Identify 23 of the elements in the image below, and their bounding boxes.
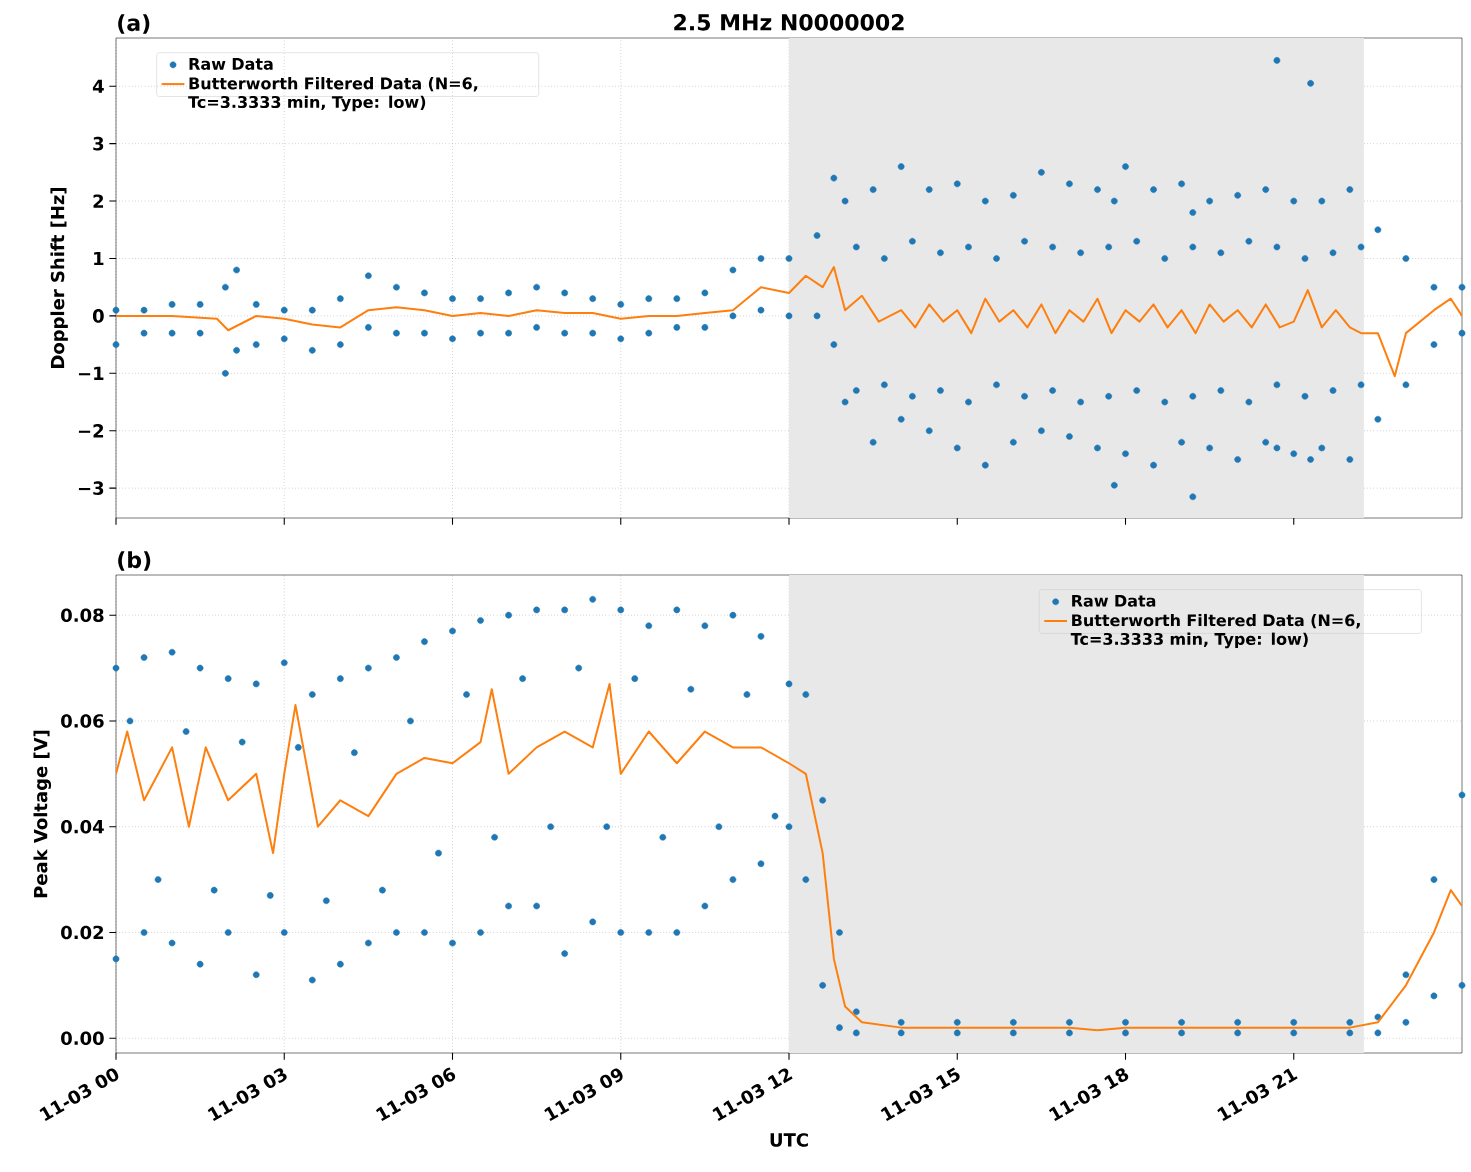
y-axis-title: Doppler Shift [Hz]	[50, 187, 68, 368]
text: (a)	[118, 14, 150, 34]
legend-label: Butterworth Filtered Data (N=6, Tc=3.3333 min, Type: low)	[188, 77, 478, 112]
y-tick-label: 0.00	[61, 1031, 104, 1046]
legend-label: Raw Data	[1072, 594, 1156, 607]
y-tick-label: 2	[93, 194, 104, 208]
y-tick-label: 1	[94, 251, 104, 266]
text: (b)	[118, 551, 151, 571]
y-tick-label: 0.04	[61, 819, 104, 834]
legend-label: Raw Data	[189, 58, 273, 70]
y-tick-label: 0.02	[61, 925, 104, 940]
y-tick-label: 0	[92, 309, 104, 323]
chart-title: 2.5 MHz N0000002	[674, 13, 904, 31]
y-tick-label: −3	[78, 481, 104, 495]
y-axis-title: Peak Voltage [V]	[33, 730, 52, 898]
y-tick-label: 3	[93, 136, 104, 151]
legend-label: Butterworth Filtered Data (N=6, Tc=3.3333 min, Type: low)	[1070, 613, 1360, 649]
y-tick-label: −2	[78, 424, 104, 438]
y-tick-label: 4	[92, 79, 104, 93]
y-tick-label: 0.06	[61, 714, 104, 728]
y-tick-label: 0.08	[61, 608, 104, 622]
x-axis-title: UTC	[770, 1133, 808, 1147]
y-tick-label: −1	[78, 366, 104, 380]
